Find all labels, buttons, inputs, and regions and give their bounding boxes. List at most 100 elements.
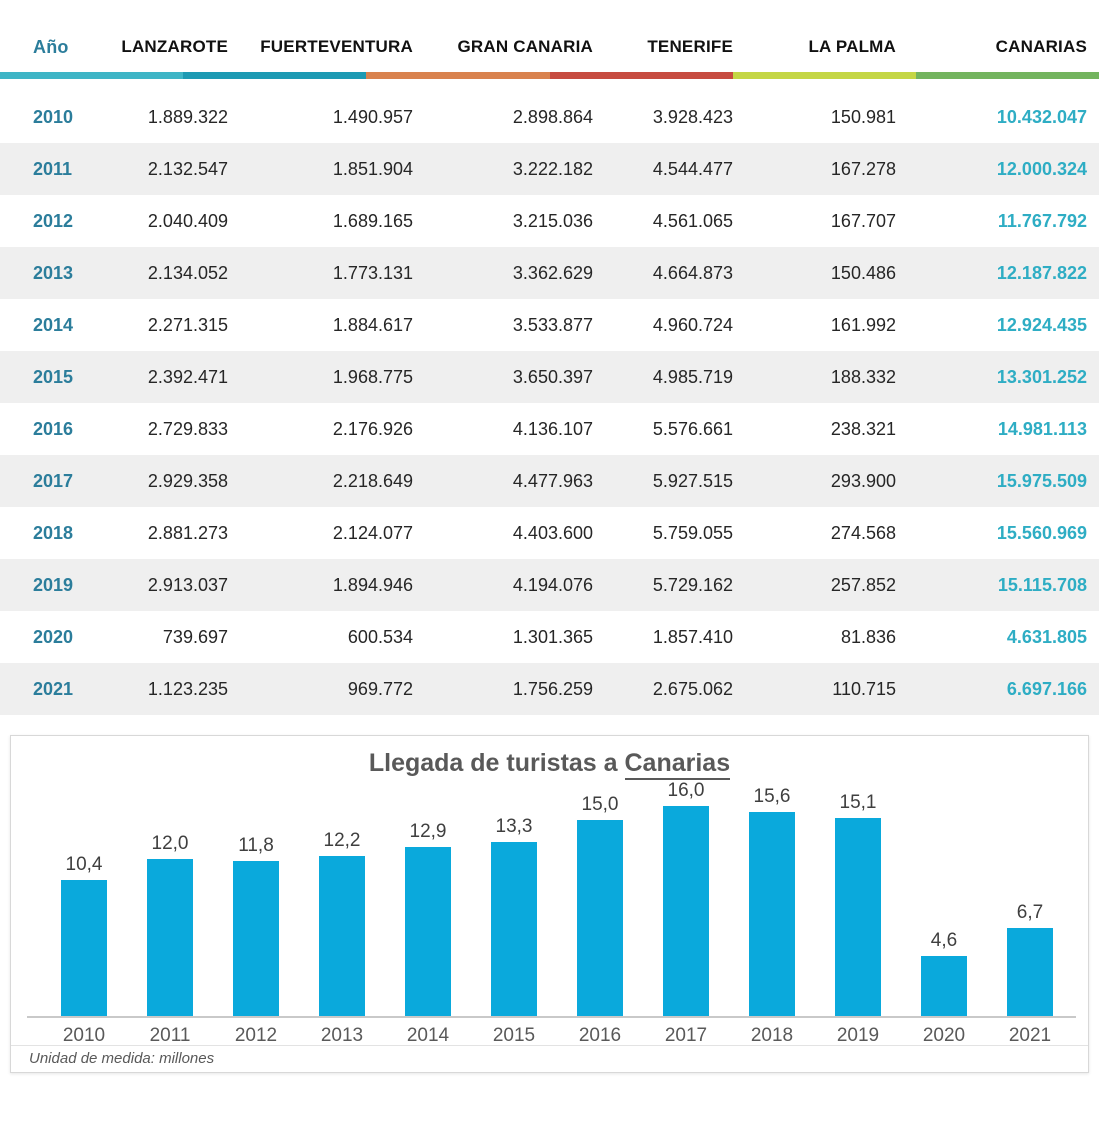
- value-cell: 2.729.833: [147, 418, 228, 439]
- bar: [663, 806, 709, 1016]
- value-cell: 257.852: [830, 574, 896, 595]
- table-row: 2010 1.889.322 1.490.957 2.898.864 3.928.423…: [0, 91, 1099, 143]
- total-cell: 12.187.822: [996, 262, 1087, 283]
- divider-segment: [915, 72, 1099, 79]
- chart-title-text: Llegada de turistas a: [368, 749, 625, 777]
- bar: [749, 811, 795, 1016]
- value-cell: 238.321: [830, 418, 896, 439]
- bar-group: 12,0: [127, 833, 213, 1016]
- year-cell: 2019: [33, 574, 74, 595]
- table-row: 2017 2.929.358 2.218.649 4.477.963 5.927.515…: [0, 455, 1099, 507]
- table-row: 2013 2.134.052 1.773.131 3.362.629 4.664.873…: [0, 247, 1099, 299]
- value-cell: 1.884.617: [332, 314, 413, 335]
- value-cell: 2.134.052: [147, 262, 228, 283]
- year-cell: 2021: [33, 678, 74, 699]
- value-cell: 2.124.077: [332, 522, 413, 543]
- total-cell: 15.560.969: [996, 522, 1087, 543]
- value-cell: 4.136.107: [512, 418, 593, 439]
- col-header-canarias: CANARIAS: [995, 37, 1087, 56]
- bar-value-label: 15,0: [581, 793, 619, 815]
- x-axis-label: 2019: [836, 1025, 880, 1046]
- x-axis-label: 2010: [62, 1025, 106, 1046]
- year-cell: 2010: [33, 106, 74, 127]
- bar: [405, 847, 451, 1016]
- year-cell: 2015: [33, 366, 74, 387]
- col-header-tenerife: TENERIFE: [647, 37, 733, 56]
- table-header-row: Año LANZAROTE FUERTEVENTURA GRAN CANARIA…: [0, 28, 1099, 66]
- value-cell: 3.222.182: [512, 158, 593, 179]
- table-row: 2021 1.123.235 969.772 1.756.259 2.675.062 11…: [0, 663, 1099, 715]
- value-cell: 167.278: [830, 158, 896, 179]
- x-axis-label: 2016: [578, 1025, 622, 1046]
- total-cell: 13.301.252: [996, 366, 1087, 387]
- value-cell: 4.477.963: [512, 470, 593, 491]
- x-axis-label: 2020: [922, 1025, 966, 1046]
- value-cell: 3.533.877: [512, 314, 593, 335]
- value-cell: 5.927.515: [652, 470, 733, 491]
- value-cell: 150.981: [830, 106, 896, 127]
- x-axis-label: 2011: [149, 1025, 191, 1046]
- value-cell: 1.756.259: [512, 678, 593, 699]
- x-axis-label: 2014: [406, 1025, 450, 1046]
- col-header-lanzarote: LANZAROTE: [121, 37, 228, 56]
- value-cell: 2.392.471: [147, 366, 228, 387]
- year-cell: 2018: [33, 522, 74, 543]
- divider-segment: [366, 72, 550, 79]
- bar-group: 15,1: [815, 792, 901, 1016]
- col-header-gran-canaria: GRAN CANARIA: [457, 37, 593, 56]
- col-header-la-palma: LA PALMA: [808, 37, 896, 56]
- total-cell: 12.924.435: [996, 314, 1087, 335]
- value-cell: 2.898.864: [512, 106, 593, 127]
- x-axis-label: 2018: [750, 1025, 794, 1046]
- chart-plot-area: 10,4 12,0 11,8 12,2 12,9 13,3 15,0 16,0 15,6 15,1…: [27, 780, 1076, 1018]
- value-cell: 4.985.719: [652, 366, 733, 387]
- table-row: 2016 2.729.833 2.176.926 4.136.107 5.576.661…: [0, 403, 1099, 455]
- bar: [491, 841, 537, 1016]
- chart-title-underlined-word: Canarias: [624, 749, 731, 780]
- value-cell: 110.715: [832, 678, 896, 699]
- x-axis-label: 2017: [664, 1025, 708, 1046]
- total-cell: 15.115.708: [997, 574, 1087, 595]
- bar-group: 15,0: [557, 793, 643, 1016]
- value-cell: 969.772: [347, 678, 413, 699]
- table-row: 2020 739.697 600.534 1.301.365 1.857.410 81.8…: [0, 611, 1099, 663]
- year-cell: 2016: [33, 418, 74, 439]
- value-cell: 3.362.629: [512, 262, 593, 283]
- table-row: 2015 2.392.471 1.968.775 3.650.397 4.985.719…: [0, 351, 1099, 403]
- bar-group: 6,7: [987, 902, 1073, 1016]
- year-cell: 2014: [33, 314, 74, 335]
- bar: [147, 858, 193, 1016]
- bar-group: 12,2: [299, 830, 385, 1016]
- arrivals-bar-chart: Llegada de turistas a Canarias 10,4 12,0 1…: [10, 735, 1089, 1073]
- value-cell: 2.913.037: [147, 574, 228, 595]
- value-cell: 2.132.547: [147, 158, 228, 179]
- value-cell: 161.992: [830, 314, 896, 335]
- value-cell: 4.403.600: [512, 522, 593, 543]
- value-cell: 274.568: [830, 522, 896, 543]
- table-row: 2012 2.040.409 1.689.165 3.215.036 4.561.065…: [0, 195, 1099, 247]
- bar: [1007, 928, 1053, 1016]
- chart-title: Llegada de turistas a Canarias: [11, 749, 1088, 784]
- bar: [319, 856, 365, 1016]
- value-cell: 600.534: [347, 626, 413, 647]
- value-cell: 1.123.235: [147, 678, 228, 699]
- bar: [61, 879, 107, 1016]
- value-cell: 4.561.065: [652, 210, 733, 231]
- value-cell: 1.851.904: [332, 158, 413, 179]
- value-cell: 2.271.315: [147, 314, 228, 335]
- bar-group: 4,6: [901, 930, 987, 1016]
- table-row: 2014 2.271.315 1.884.617 3.533.877 4.960.724…: [0, 299, 1099, 351]
- total-cell: 15.975.509: [996, 470, 1087, 491]
- value-cell: 188.332: [830, 366, 896, 387]
- col-header-fuerteventura: FUERTEVENTURA: [260, 37, 413, 56]
- bar-group: 12,9: [385, 821, 471, 1016]
- value-cell: 739.697: [162, 626, 228, 647]
- table-row: 2011 2.132.547 1.851.904 3.222.182 4.544.477…: [0, 143, 1099, 195]
- value-cell: 2.881.273: [147, 522, 228, 543]
- value-cell: 2.040.409: [147, 210, 228, 231]
- bar-value-label: 12,2: [323, 830, 361, 852]
- bar-value-label: 12,9: [409, 821, 447, 842]
- value-cell: 4.960.724: [652, 314, 733, 335]
- value-cell: 1.689.165: [332, 210, 413, 231]
- value-cell: 1.857.410: [652, 626, 733, 647]
